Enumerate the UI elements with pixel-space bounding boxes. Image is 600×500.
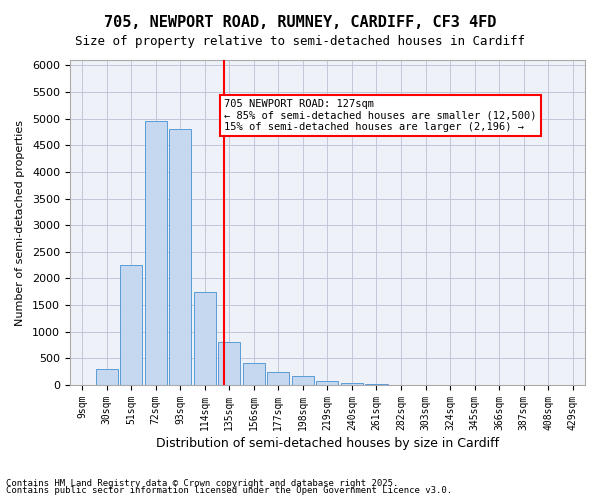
Bar	[169, 130, 191, 385]
X-axis label: Distribution of semi-detached houses by size in Cardiff: Distribution of semi-detached houses by …	[156, 437, 499, 450]
Bar	[218, 342, 241, 385]
Bar	[267, 372, 289, 385]
Text: 705 NEWPORT ROAD: 127sqm
← 85% of semi-detached houses are smaller (12,500)
15% : 705 NEWPORT ROAD: 127sqm ← 85% of semi-d…	[224, 99, 537, 132]
Bar	[365, 384, 388, 385]
Bar	[316, 382, 338, 385]
Text: Contains public sector information licensed under the Open Government Licence v3: Contains public sector information licen…	[6, 486, 452, 495]
Bar	[120, 265, 142, 385]
Bar	[243, 362, 265, 385]
Text: Contains HM Land Registry data © Crown copyright and database right 2025.: Contains HM Land Registry data © Crown c…	[6, 478, 398, 488]
Bar	[194, 292, 216, 385]
Text: Size of property relative to semi-detached houses in Cardiff: Size of property relative to semi-detach…	[75, 35, 525, 48]
Bar	[95, 368, 118, 385]
Bar	[292, 376, 314, 385]
Bar	[145, 122, 167, 385]
Text: 705, NEWPORT ROAD, RUMNEY, CARDIFF, CF3 4FD: 705, NEWPORT ROAD, RUMNEY, CARDIFF, CF3 …	[104, 15, 496, 30]
Bar	[341, 384, 363, 385]
Y-axis label: Number of semi-detached properties: Number of semi-detached properties	[15, 120, 25, 326]
